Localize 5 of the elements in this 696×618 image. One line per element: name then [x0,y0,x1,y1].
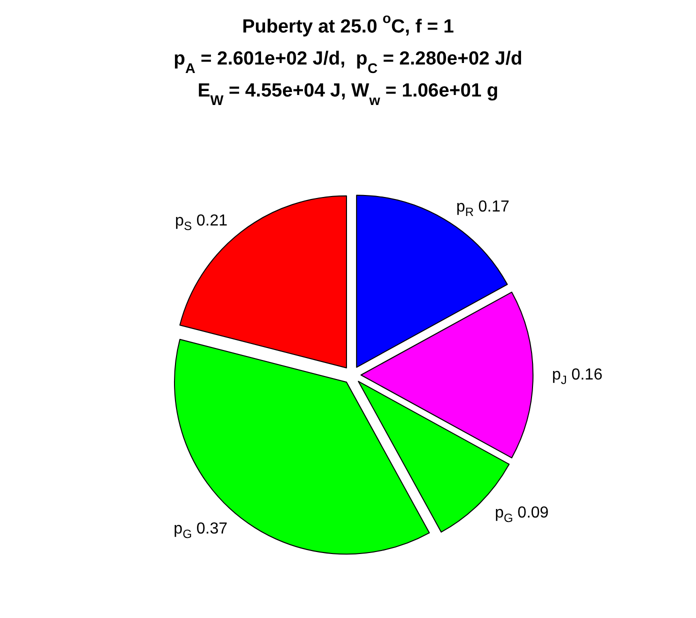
data-label: 0.37 [192,520,228,538]
data-label: 0.17 [474,198,510,216]
data-label: 0.09 [513,504,549,522]
data-label: 0.21 [192,212,228,230]
data-label: 0.16 [566,366,603,384]
